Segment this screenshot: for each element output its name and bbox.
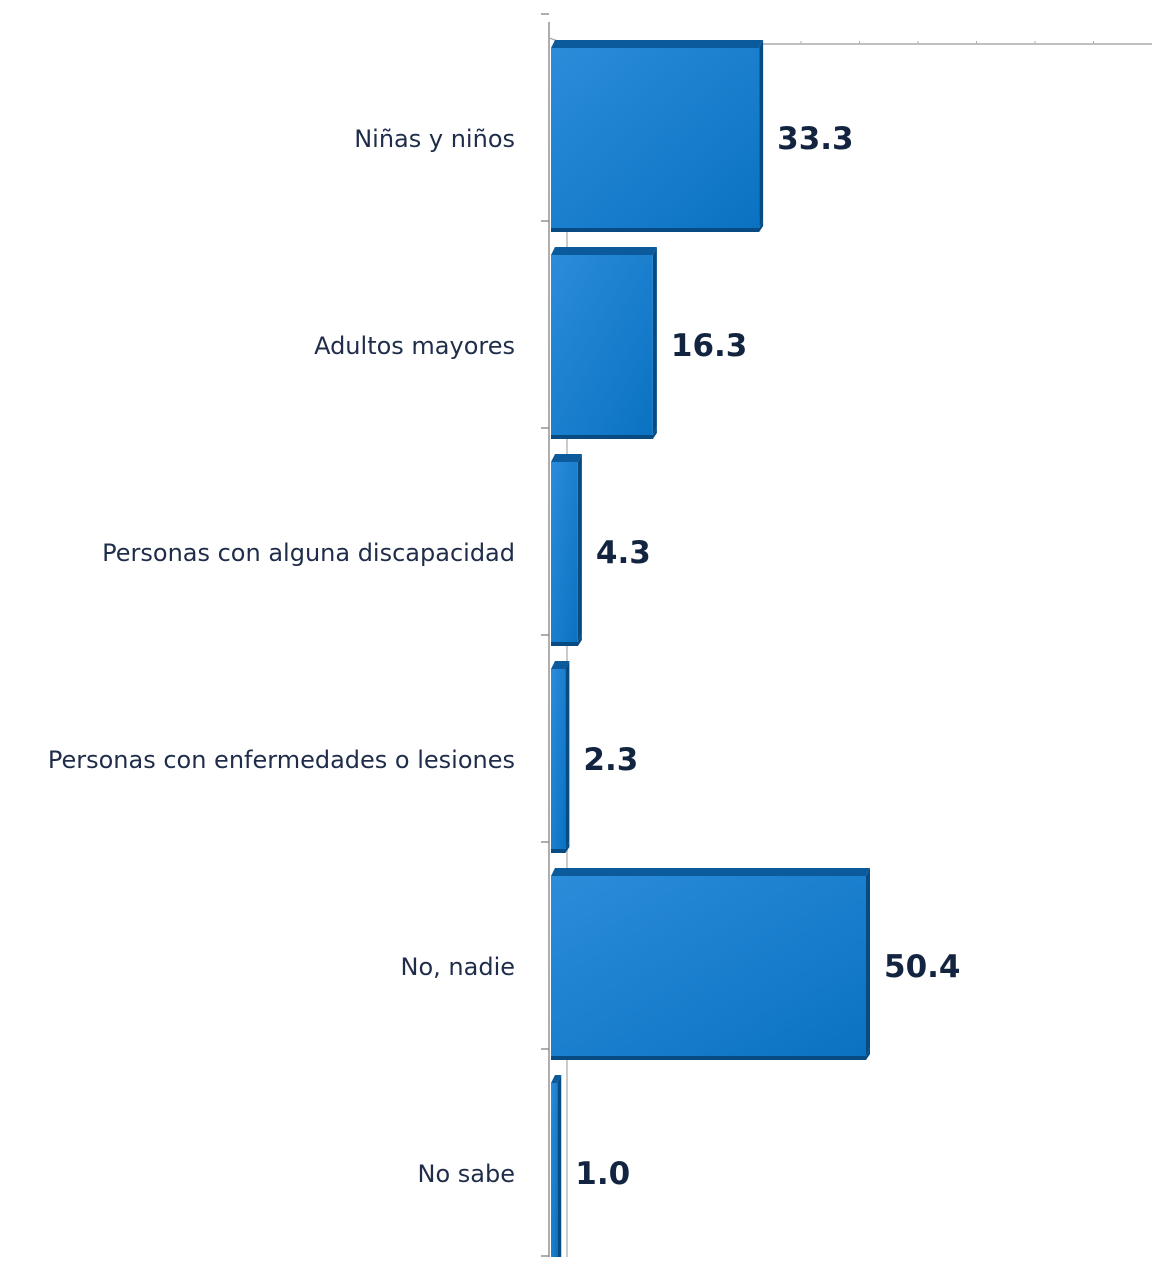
bar-personas-con-alguna-discapacidad [551, 462, 578, 642]
labels-layer: Niñas y niños 33.3 Adultos mayores 16.3 Pers… [48, 121, 961, 1192]
bar-side-face-no-nadie [866, 868, 870, 1056]
bars-layer [551, 40, 870, 1262]
value-label-no-sabe: 1.0 [575, 1156, 630, 1192]
bar-bottom-edge-no-nadie [551, 1048, 870, 1060]
category-label-personas-con-alguna-discapacidad: Personas con alguna discapacidad [102, 539, 515, 567]
bar-side-face-no-sabe [557, 1075, 562, 1262]
value-label-personas-con-alguna-discapacidad: 4.3 [596, 535, 651, 571]
bar-bottom-edge-ninas-y-ninos [551, 220, 764, 232]
category-label-ninas-y-ninos: Niñas y niños [354, 125, 515, 153]
category-label-personas-con-enfermedades-o-lesiones: Personas con enfermedades o lesiones [48, 746, 515, 774]
bar-top-face-personas-con-alguna-discapacidad [551, 454, 582, 462]
value-label-personas-con-enfermedades-o-lesiones: 2.3 [583, 742, 638, 778]
bar-personas-con-enfermedades-o-lesiones [551, 669, 566, 849]
bar-top-face-adultos-mayores [551, 247, 657, 255]
bar-top-face-no-nadie [551, 868, 870, 876]
bar-ninas-y-ninos [551, 48, 760, 228]
category-label-adultos-mayores: Adultos mayores [314, 332, 515, 360]
bar-top-face-ninas-y-ninos [551, 40, 764, 48]
bar-bottom-edge-personas-con-alguna-discapacidad [551, 634, 582, 646]
bar-adultos-mayores [551, 255, 653, 435]
bar-no-nadie [551, 876, 866, 1056]
bar-side-face-adultos-mayores [652, 247, 657, 435]
category-label-no-nadie: No, nadie [401, 953, 515, 981]
value-label-no-nadie: 50.4 [884, 949, 961, 985]
value-label-adultos-mayores: 16.3 [671, 328, 748, 364]
bar-side-face-personas-con-enfermedades-o-lesiones [565, 661, 570, 849]
bar-side-face-ninas-y-ninos [759, 40, 764, 228]
bar-top-face-no-sabe [551, 1075, 562, 1083]
value-label-ninas-y-ninos: 33.3 [777, 121, 854, 157]
category-label-no-sabe: No sabe [418, 1160, 515, 1188]
bar-side-face-personas-con-alguna-discapacidad [577, 454, 582, 642]
bar-top-face-personas-con-enfermedades-o-lesiones [551, 661, 570, 669]
bar-no-sabe [551, 1083, 558, 1262]
bar-bottom-edge-adultos-mayores [551, 427, 657, 439]
bar-bottom-edge-personas-con-enfermedades-o-lesiones [551, 841, 570, 853]
